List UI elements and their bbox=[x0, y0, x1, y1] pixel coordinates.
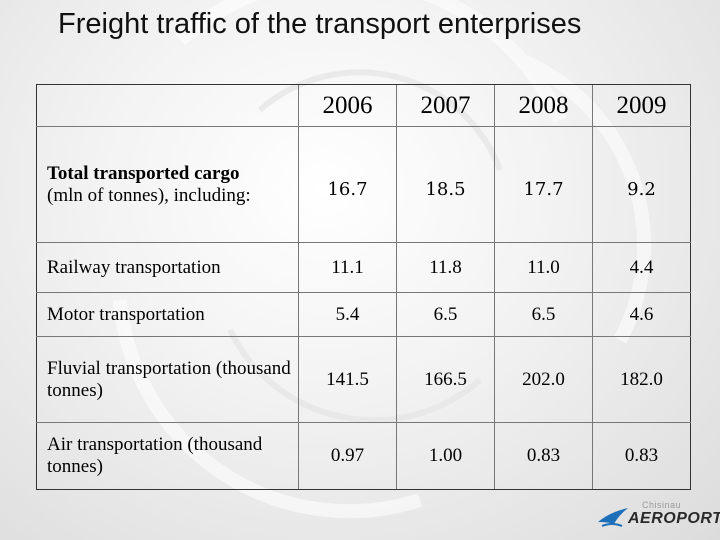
table-cell: 11.1 bbox=[298, 242, 397, 293]
year-header: 2006 bbox=[298, 84, 397, 127]
table-cell: 166.5 bbox=[396, 336, 495, 423]
table-cell: 4.4 bbox=[592, 242, 691, 293]
slide-title: Freight traffic of the transport enterpr… bbox=[58, 8, 582, 40]
logo-name: AEROPORT bbox=[628, 510, 720, 527]
airplane-icon bbox=[598, 508, 628, 527]
table-row: Railway transportation 11.1 11.8 11.0 4.… bbox=[36, 242, 691, 293]
year-header: 2009 bbox=[592, 84, 691, 127]
table-row: Air transportation (thousand tonnes) 0.9… bbox=[36, 422, 691, 490]
row-label: Fluvial transportation (thousand tonnes) bbox=[36, 336, 299, 423]
header-corner bbox=[36, 84, 299, 127]
table-row: Total transported cargo (mln of tonnes),… bbox=[36, 126, 691, 243]
table-cell: 9.2 bbox=[592, 126, 691, 243]
airport-logo: Chisinau AEROPORT bbox=[596, 500, 720, 534]
row-label: Railway transportation bbox=[36, 242, 299, 293]
table-cell: 4.6 bbox=[592, 292, 691, 337]
table-cell: 202.0 bbox=[494, 336, 593, 423]
table-cell: 0.83 bbox=[494, 422, 593, 490]
row-label: Total transported cargo (mln of tonnes),… bbox=[36, 126, 299, 243]
table-cell: 6.5 bbox=[494, 292, 593, 337]
year-header: 2008 bbox=[494, 84, 593, 127]
table-cell: 17.7 bbox=[494, 126, 593, 243]
table-cell: 11.8 bbox=[396, 242, 495, 293]
table-cell: 182.0 bbox=[592, 336, 691, 423]
row-label: Air transportation (thousand tonnes) bbox=[36, 422, 299, 490]
table-cell: 16.7 bbox=[298, 126, 397, 243]
logo-city: Chisinau bbox=[642, 500, 682, 510]
table-row: Fluvial transportation (thousand tonnes)… bbox=[36, 336, 691, 423]
table-cell: 0.83 bbox=[592, 422, 691, 490]
table-cell: 18.5 bbox=[396, 126, 495, 243]
table-cell: 6.5 bbox=[396, 292, 495, 337]
table-header-row: 2006 2007 2008 2009 bbox=[36, 84, 691, 127]
table-row: Motor transportation 5.4 6.5 6.5 4.6 bbox=[36, 292, 691, 337]
row-label-rest: (mln of tonnes), including: bbox=[47, 184, 251, 206]
table-cell: 0.97 bbox=[298, 422, 397, 490]
table-cell: 5.4 bbox=[298, 292, 397, 337]
table-cell: 11.0 bbox=[494, 242, 593, 293]
freight-table: 2006 2007 2008 2009 Total transported ca… bbox=[36, 84, 691, 490]
table-cell: 1.00 bbox=[396, 422, 495, 490]
row-label: Motor transportation bbox=[36, 292, 299, 337]
row-label-bold: Total transported cargo bbox=[47, 162, 240, 184]
table-cell: 141.5 bbox=[298, 336, 397, 423]
year-header: 2007 bbox=[396, 84, 495, 127]
